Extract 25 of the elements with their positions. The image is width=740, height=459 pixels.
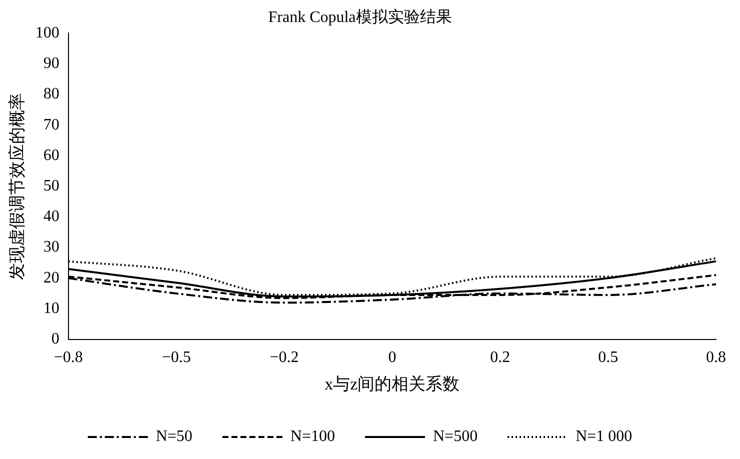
- y-tick-label: 50: [43, 178, 60, 195]
- x-tick-label: −0.2: [270, 349, 299, 366]
- x-tick-label: −0.5: [162, 349, 191, 366]
- y-tick-label: 0: [51, 330, 60, 348]
- legend-label: N=100: [290, 428, 335, 446]
- y-tick-label: 90: [43, 55, 60, 72]
- y-tick-label: 30: [43, 238, 60, 256]
- x-tick-label: 0.5: [598, 349, 618, 366]
- y-tick-label: 100: [35, 24, 60, 42]
- y-tick-label: 80: [43, 86, 60, 103]
- legend-label: N=1 000: [576, 428, 632, 446]
- y-tick-label: 10: [43, 300, 60, 317]
- x-axis-title: x与z间的相关系数: [324, 374, 460, 394]
- x-tick-label: −0.8: [54, 349, 83, 366]
- y-tick-label: 40: [43, 208, 60, 226]
- y-tick-label: 60: [43, 146, 60, 164]
- chart-title: Frank Copula模拟实验结果: [268, 8, 452, 26]
- x-tick-label: 0.8: [706, 349, 726, 366]
- legend-label: N=500: [433, 428, 478, 446]
- y-axis-title: 发现虚假调节效应的概率: [8, 92, 27, 280]
- y-tick-label: 70: [43, 116, 60, 134]
- x-tick-label: 0.2: [490, 349, 510, 366]
- y-tick-label: 20: [43, 269, 60, 286]
- x-tick-label: 0: [388, 349, 396, 366]
- legend-label: N=50: [156, 428, 192, 446]
